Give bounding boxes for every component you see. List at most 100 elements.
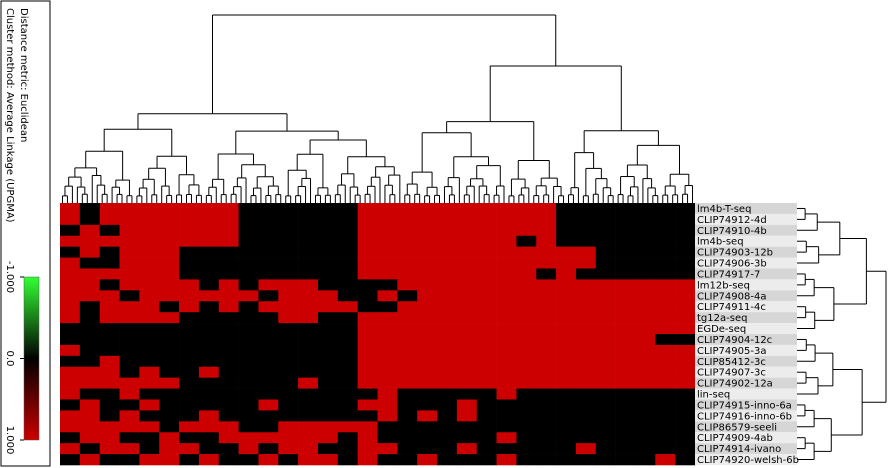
row-label-bg	[695, 203, 797, 214]
heatmap-cell	[60, 279, 81, 291]
heatmap-cell	[119, 235, 140, 247]
heatmap-cell	[417, 323, 438, 335]
heatmap-cell	[179, 213, 200, 226]
heatmap-cell	[476, 421, 497, 433]
heatmap-cell	[159, 410, 180, 422]
heatmap-cell	[298, 323, 319, 335]
heatmap-cell	[139, 399, 160, 411]
heatmap-cell	[337, 268, 358, 280]
row-label: CLIP74909-4ab	[697, 433, 773, 444]
heatmap-cell	[595, 323, 616, 335]
heatmap-cell	[516, 235, 537, 247]
heatmap-cell	[278, 366, 299, 378]
heatmap-cell	[159, 235, 180, 247]
heatmap-cell	[516, 421, 537, 433]
heatmap-cell	[556, 388, 577, 400]
heatmap-cell	[536, 279, 557, 291]
heatmap-cell	[456, 410, 478, 422]
heatmap-cell	[496, 213, 517, 226]
heatmap-cell	[317, 268, 339, 280]
heatmap-cell	[476, 257, 497, 269]
heatmap-cell	[615, 366, 636, 378]
heatmap-cell	[278, 377, 299, 389]
heatmap-cell	[476, 366, 497, 378]
heatmap-cell	[238, 224, 259, 237]
heatmap-cell	[337, 355, 358, 368]
heatmap-cell	[198, 203, 220, 215]
row-label: CLIP74916-inno-6b	[697, 411, 792, 422]
heatmap-cell	[675, 203, 696, 215]
heatmap-cell	[337, 213, 358, 226]
heatmap-cell	[496, 421, 517, 433]
heatmap-cell	[397, 323, 418, 335]
heatmap-cell	[536, 432, 557, 444]
heatmap-cell	[595, 432, 616, 444]
heatmap-cell	[397, 454, 418, 466]
heatmap-cell	[377, 410, 398, 422]
heatmap-cell	[675, 344, 696, 357]
heatmap-cell	[357, 290, 378, 302]
row-label-bg	[695, 257, 797, 269]
row-label: CLIP74907-3c	[697, 368, 766, 379]
heatmap-cell	[556, 257, 577, 269]
heatmap-cell	[298, 377, 319, 389]
heatmap-cell	[99, 355, 120, 368]
heatmap-cell	[516, 301, 537, 313]
heatmap-cell	[635, 246, 656, 258]
heatmap-cell	[536, 323, 557, 335]
heatmap-cell	[417, 388, 438, 400]
heatmap-cell	[218, 410, 239, 422]
heatmap-cell	[456, 443, 478, 455]
heatmap-cell	[60, 203, 81, 215]
heatmap-cell	[556, 290, 577, 302]
heatmap-cell	[655, 268, 676, 280]
heatmap-cell	[417, 301, 438, 313]
heatmap-cell	[179, 268, 200, 280]
heatmap-cell	[60, 334, 81, 346]
heatmap-cell	[79, 213, 100, 226]
heatmap-cell	[417, 235, 438, 247]
row-label-bg	[695, 388, 797, 400]
heatmap-cell	[417, 213, 438, 226]
heatmap-cell	[218, 312, 239, 324]
heatmap-cell	[476, 235, 497, 247]
heatmap-cell	[60, 268, 81, 280]
heatmap-cell	[139, 377, 160, 389]
heatmap-cell	[536, 268, 557, 280]
heatmap-cell	[575, 268, 597, 280]
heatmap-cell	[357, 224, 378, 237]
heatmap-cell	[119, 421, 140, 433]
heatmap-cell	[496, 443, 517, 455]
heatmap-cell	[337, 421, 358, 433]
heatmap-cell	[536, 224, 557, 237]
heatmap-cell	[218, 323, 239, 335]
heatmap-cell	[556, 421, 577, 433]
heatmap-cell	[357, 213, 378, 226]
heatmap-cell	[556, 235, 577, 247]
heatmap-cell	[218, 290, 239, 302]
row-label-bg	[695, 399, 797, 411]
heatmap-cell	[60, 432, 81, 444]
heatmap-cell	[437, 377, 458, 389]
heatmap-cell	[456, 279, 478, 291]
heatmap-cell	[536, 246, 557, 258]
heatmap-cell	[119, 344, 140, 357]
heatmap-cell	[337, 399, 358, 411]
heatmap-cell	[675, 334, 696, 346]
row-label: CLIP74903-12b	[697, 248, 773, 259]
heatmap-cell	[675, 443, 696, 455]
heatmap-cell	[397, 257, 418, 269]
heatmap-cell	[556, 323, 577, 335]
heatmap-cell	[536, 301, 557, 313]
heatmap-cell	[456, 257, 478, 269]
heatmap-cell	[675, 290, 696, 302]
heatmap-cell	[139, 443, 160, 455]
heatmap-cell	[675, 224, 696, 237]
heatmap-cell	[119, 301, 140, 313]
heatmap-cell	[60, 410, 81, 422]
heatmap-cell	[437, 235, 458, 247]
heatmap-cell	[139, 366, 160, 378]
heatmap-cell	[615, 355, 636, 368]
heatmap-cell	[159, 301, 180, 313]
heatmap-cell	[575, 213, 597, 226]
